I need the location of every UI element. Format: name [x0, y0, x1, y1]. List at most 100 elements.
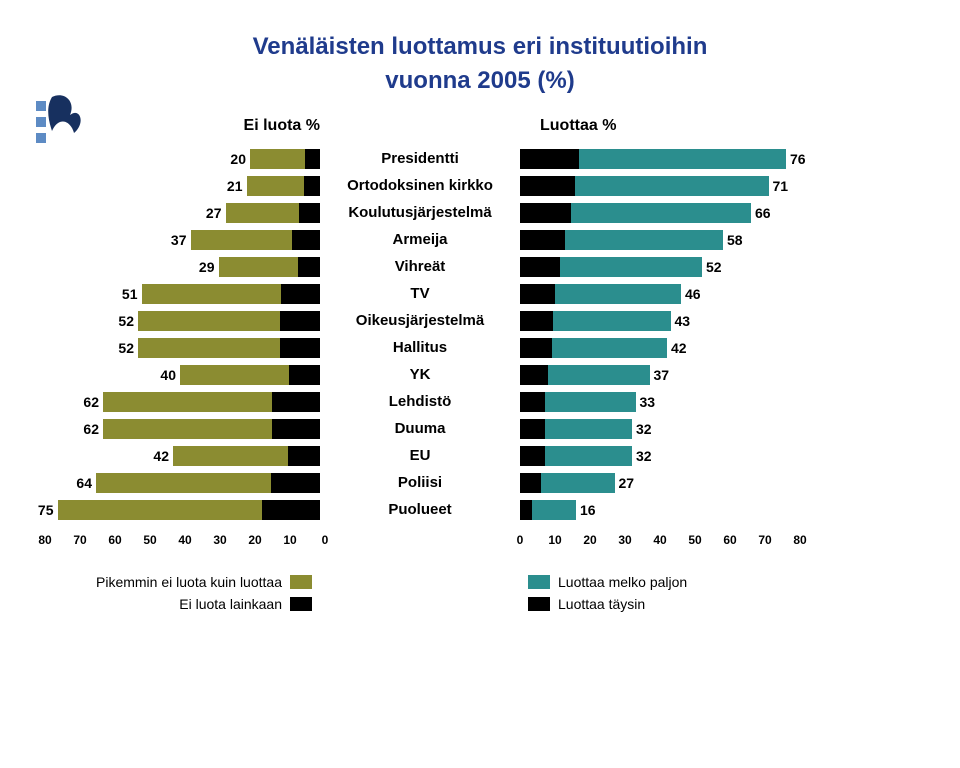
axis-tick: 30 [213, 533, 226, 547]
category-label: Duuma [320, 420, 520, 437]
category-label: Vihreät [320, 258, 520, 275]
value-label-right: 32 [636, 419, 652, 439]
value-label-left: 52 [118, 338, 134, 358]
bar-left-end [288, 446, 320, 466]
category-label: Oikeusjärjestelmä [320, 312, 520, 329]
bar-row: 75 Puolueet 16 [40, 496, 920, 523]
axis-tick: 0 [322, 533, 329, 547]
legend-right-1: Luottaa melko paljon [520, 574, 800, 590]
bar-left-end [299, 203, 320, 223]
value-label-right: 33 [640, 392, 656, 412]
value-label-left: 75 [38, 500, 54, 520]
value-label-right: 43 [675, 311, 691, 331]
value-label-right: 58 [727, 230, 743, 250]
bar-row: 64Poliisi27 [40, 469, 920, 496]
flame-logo-icon [30, 87, 90, 147]
bar-right-end [520, 419, 545, 439]
bar-right-end [520, 284, 555, 304]
axis-tick: 0 [517, 533, 524, 547]
bar-right-end [520, 392, 545, 412]
category-label: Ortodoksinen kirkko [320, 177, 520, 194]
bar-rows: 20Presidentti76 21 Ortodoksinen kirkko 71 27… [40, 145, 920, 523]
chart-area: Ei luota % Luottaa % 20Presidentti76 21 Or… [40, 117, 920, 618]
axis-tick: 70 [758, 533, 771, 547]
swatch-right-main [528, 575, 550, 589]
legend-right-2: Luottaa täysin [520, 596, 800, 612]
swatch-right-end [528, 597, 550, 611]
axis-tick: 80 [38, 533, 51, 547]
value-label-right: 42 [671, 338, 687, 358]
bar-left-end [262, 500, 320, 520]
axis-tick: 40 [653, 533, 666, 547]
bar-row: 29 Vihreät 52 [40, 253, 920, 280]
bar-left-end [304, 176, 320, 196]
bar-right-end [520, 203, 571, 223]
bar-left-end [305, 149, 320, 169]
bar-right-end [520, 149, 579, 169]
value-label-left: 62 [83, 392, 99, 412]
bar-left-end [272, 392, 320, 412]
value-label-left: 27 [206, 203, 222, 223]
bar-row: 52 Hallitus 42 [40, 334, 920, 361]
bar-right-end [520, 338, 552, 358]
value-label-right: 16 [580, 500, 596, 520]
value-label-right: 71 [773, 176, 789, 196]
bar-left-end [292, 230, 320, 250]
value-label-left: 62 [83, 419, 99, 439]
swatch-left-main [290, 575, 312, 589]
value-label-left: 64 [76, 473, 92, 493]
bar-left-end [298, 257, 320, 277]
value-label-right: 52 [706, 257, 722, 277]
chart-title: Venäläisten luottamus eri instituutioihi… [40, 30, 920, 97]
bar-row: 52 Oikeusjärjestelmä 43 [40, 307, 920, 334]
right-header: Luottaa % [530, 117, 820, 135]
value-label-left: 20 [230, 149, 246, 169]
value-label-left: 29 [199, 257, 215, 277]
value-label-right: 66 [755, 203, 771, 223]
bar-left-end [289, 365, 320, 385]
legend-left-1: Pikemmin ei luota kuin luottaa [40, 574, 320, 590]
category-label: YK [320, 366, 520, 383]
bar-row: 62 Lehdistö 33 [40, 388, 920, 415]
bar-right-end [520, 473, 541, 493]
column-headers: Ei luota % Luottaa % [40, 117, 920, 135]
value-label-right: 76 [790, 149, 806, 169]
bar-right-end [520, 257, 560, 277]
category-label: Koulutusjärjestelmä [320, 204, 520, 221]
bar-left-end [272, 419, 320, 439]
bar-row: 21 Ortodoksinen kirkko 71 [40, 172, 920, 199]
axis-tick: 70 [73, 533, 86, 547]
bar-left-end [281, 284, 320, 304]
value-label-right: 37 [654, 365, 670, 385]
category-label: Lehdistö [320, 393, 520, 410]
value-label-left: 42 [153, 446, 169, 466]
category-label: Hallitus [320, 339, 520, 356]
bar-right-end [520, 500, 532, 520]
bar-left-end [271, 473, 320, 493]
legend: Pikemmin ei luota kuin luottaa Ei luota … [40, 568, 920, 618]
value-label-left: 21 [227, 176, 243, 196]
axis-tick: 10 [283, 533, 296, 547]
value-label-left: 51 [122, 284, 138, 304]
bar-row: 37 Armeija 58 [40, 226, 920, 253]
value-label-left: 37 [171, 230, 187, 250]
bar-row: 40YK37 [40, 361, 920, 388]
category-label: EU [320, 447, 520, 464]
bar-row: 42 EU 32 [40, 442, 920, 469]
value-label-right: 32 [636, 446, 652, 466]
category-label: Puolueet [320, 501, 520, 518]
title-line-2: vuonna 2005 (%) [385, 67, 574, 94]
axis-left: 80706050403020100 [40, 533, 320, 553]
value-label-left: 52 [118, 311, 134, 331]
bar-right-end [520, 311, 553, 331]
value-label-right: 46 [685, 284, 701, 304]
bar-left-end [280, 338, 320, 358]
bar-right-end [520, 176, 575, 196]
axis-tick: 60 [108, 533, 121, 547]
value-label-right: 27 [619, 473, 635, 493]
bar-right-end [520, 365, 548, 385]
bar-row: 20Presidentti76 [40, 145, 920, 172]
bar-right-end [520, 230, 565, 250]
axis-tick: 80 [793, 533, 806, 547]
category-label: Armeija [320, 231, 520, 248]
